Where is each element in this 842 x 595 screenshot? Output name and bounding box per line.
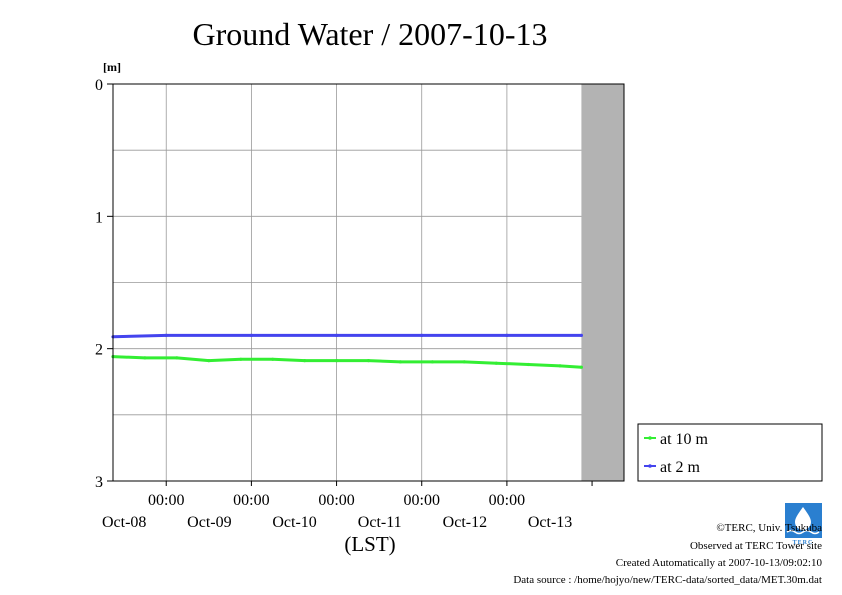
- y-tick-label-1: 1: [95, 209, 103, 226]
- x-tick-date-4: Oct-12: [443, 514, 487, 531]
- series-point-1-6: [579, 333, 584, 337]
- x-tick-time-4: 00:00: [489, 492, 525, 509]
- x-axis: 00:00Oct-0800:00Oct-0900:00Oct-1000:00Oc…: [102, 481, 593, 531]
- y-axis: 0 1 2 3: [95, 77, 113, 491]
- series-point-1-3: [335, 333, 339, 337]
- y-tick-label-2: 2: [95, 342, 103, 359]
- series-point-0-14: [558, 364, 562, 368]
- series-point-0-11: [462, 360, 466, 364]
- series-point-0-15: [579, 365, 584, 369]
- legend-marker-at-2m: [648, 464, 652, 468]
- series-lines: [111, 333, 584, 369]
- legend-label-at-10m: at 10 m: [660, 431, 709, 448]
- series-point-0-13: [526, 362, 530, 367]
- x-tick-date-3: Oct-11: [358, 514, 402, 531]
- x-tick-time-0: 00:00: [148, 492, 184, 509]
- legend: at 10 m at 2 m: [637, 423, 823, 482]
- wave-icon: [786, 529, 820, 535]
- x-tick-time-2: 00:00: [318, 492, 354, 509]
- series-line-1: [112, 333, 582, 339]
- series-line-0: [112, 355, 582, 369]
- plot-area: [112, 83, 625, 482]
- x-tick-date-1: Oct-09: [187, 514, 231, 531]
- series-point-0-10: [430, 360, 434, 364]
- y-axis-unit-label: [m]: [103, 60, 121, 74]
- series-point-0-3: [207, 359, 211, 363]
- x-tick-date-5: Oct-13: [528, 514, 572, 531]
- series-point-1-4: [420, 333, 424, 337]
- series-point-0-8: [366, 359, 371, 363]
- footer-copyright: ©TERC, Univ. Tsukuba: [716, 522, 822, 534]
- x-tick-date-0: Oct-08: [102, 514, 146, 531]
- footer-observed: Observed at TERC Tower site: [690, 540, 822, 552]
- series-point-0-4: [239, 357, 243, 361]
- y-tick-label-3: 3: [95, 474, 103, 491]
- x-axis-label: (LST): [344, 532, 395, 556]
- series-point-0-2: [175, 356, 179, 360]
- series-point-1-2: [249, 333, 253, 337]
- footer-data-source: Data source : /home/hojyo/new/TERC-data/…: [513, 574, 822, 586]
- terc-logo: [785, 503, 822, 538]
- series-point-0-12: [494, 361, 498, 365]
- footer-created: Created Automatically at 2007-10-13/09:0…: [616, 557, 823, 569]
- x-tick-time-3: 00:00: [404, 492, 440, 509]
- series-point-1-1: [164, 333, 168, 337]
- grid-lines: [113, 84, 624, 481]
- legend-marker-at-10m: [648, 436, 652, 440]
- series-point-0-1: [143, 356, 147, 360]
- series-point-0-9: [398, 360, 402, 364]
- water-drop-icon: [795, 507, 811, 530]
- legend-label-at-2m: at 2 m: [660, 459, 701, 476]
- x-tick-date-2: Oct-10: [272, 514, 316, 531]
- x-tick-time-1: 00:00: [233, 492, 269, 509]
- series-point-0-6: [303, 359, 307, 363]
- y-tick-label-0: 0: [95, 77, 103, 94]
- series-point-1-5: [505, 333, 509, 337]
- logo-text: TERC: [793, 540, 814, 546]
- series-point-0-7: [335, 359, 339, 363]
- chart-title: Ground Water / 2007-10-13: [193, 16, 548, 52]
- legend-box: [637, 423, 823, 482]
- series-point-0-5: [271, 357, 275, 361]
- no-data-region: [581, 84, 624, 481]
